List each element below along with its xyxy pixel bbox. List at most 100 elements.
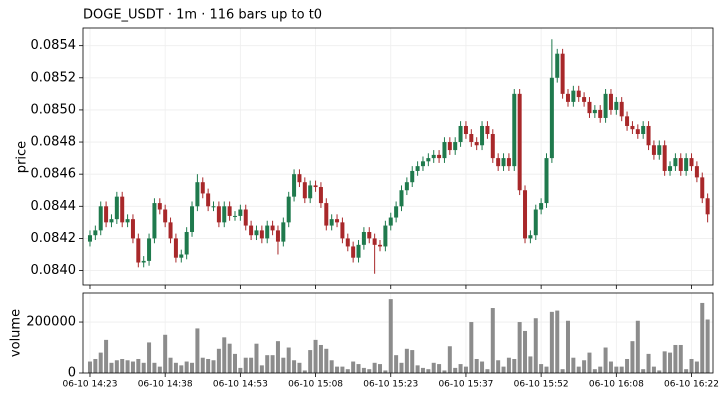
volume-bar (539, 364, 544, 373)
plot-frame (82, 292, 714, 374)
volume-bar (646, 353, 651, 373)
volume-bar (533, 318, 538, 373)
candle-body (614, 101, 619, 110)
candle-body (318, 187, 323, 204)
volume-bar (265, 355, 270, 373)
candle-body (635, 129, 640, 135)
volume-bar (442, 370, 447, 373)
volume-bar (340, 366, 345, 373)
volume-bar (114, 360, 119, 373)
candle-body (705, 198, 710, 215)
volume-bar (238, 367, 243, 373)
volume-bar (399, 362, 404, 373)
volume-bar (598, 366, 603, 373)
volume-bar (356, 364, 361, 373)
candle-body (163, 209, 168, 223)
y-tick-label: 0.0846 (31, 167, 77, 182)
volume-bar (195, 328, 200, 373)
candle-body (308, 185, 313, 199)
candle-body (184, 231, 189, 255)
volume-bar (324, 348, 329, 373)
volume-bar (125, 360, 130, 373)
volume-bar (297, 362, 302, 373)
candle-body (426, 158, 431, 162)
candle-body (292, 174, 297, 197)
candle-body (383, 225, 388, 247)
volume-bar (668, 352, 673, 373)
volume-bar (206, 358, 211, 373)
candle-body (265, 225, 270, 239)
candle-body (87, 235, 92, 242)
candle-body (517, 93, 522, 191)
volume-bar (367, 369, 372, 373)
volume-bar (608, 361, 613, 373)
candle-body (555, 53, 560, 78)
y-tick-label: 0.0850 (31, 102, 77, 117)
candle-body (528, 235, 533, 239)
candle-body (512, 93, 517, 167)
volume-bar (313, 339, 318, 373)
candle-body (608, 93, 613, 110)
volume-bar (104, 339, 109, 373)
volume-bar (528, 356, 533, 373)
candle-body (340, 222, 345, 239)
volume-bar (259, 365, 264, 373)
candle-body (141, 260, 146, 263)
y-tick-label: 0.0842 (31, 231, 77, 246)
candle-body (243, 209, 248, 226)
volume-bar (684, 369, 689, 373)
volume-bar (378, 364, 383, 373)
y-tick-label: 0 (68, 366, 76, 381)
candle-body (662, 145, 667, 171)
candle-body (157, 203, 162, 210)
x-tick-label: 06-10 14:53 (213, 380, 268, 390)
candle-body (684, 158, 689, 171)
candle-body (361, 231, 366, 245)
volume-bar (496, 360, 501, 373)
volume-bar (308, 350, 313, 373)
volume-bar (431, 362, 436, 373)
volume-bar (335, 366, 340, 373)
volume-bar (227, 343, 232, 373)
candle-body (206, 193, 211, 207)
candle-body (453, 142, 458, 151)
volume-bar (587, 352, 592, 373)
volume-bar (560, 369, 565, 373)
volume-bar (249, 357, 254, 373)
volume-bar (372, 362, 377, 373)
candle-body (98, 206, 103, 231)
volume-bar (168, 357, 173, 373)
candle-body (249, 225, 254, 236)
candle-body (410, 170, 415, 183)
candle-body (136, 238, 141, 263)
candle-body (302, 182, 307, 199)
candle-body (372, 238, 377, 245)
candle-body (625, 116, 630, 126)
candle-body (286, 196, 291, 223)
candle-body (324, 203, 329, 226)
volume-bar (404, 348, 409, 373)
volume-bar (345, 369, 350, 373)
volume-bar (689, 358, 694, 373)
volume-bar (120, 358, 125, 373)
volume-bar (152, 362, 157, 373)
candle-body (147, 238, 152, 261)
volume-bar (641, 369, 646, 373)
candle-body (404, 182, 409, 191)
volume-bar (243, 357, 248, 373)
candle-body (651, 145, 656, 155)
candle-body (227, 206, 232, 216)
candle-body (415, 166, 420, 171)
candle-body (329, 219, 334, 226)
y-tick-label: 0.0840 (31, 263, 77, 278)
volume-bar (630, 341, 635, 373)
volume-bar (157, 366, 162, 373)
volume-bar (485, 369, 490, 373)
volume-bar (275, 341, 280, 373)
volume-bar (200, 357, 205, 373)
candle-body (173, 238, 178, 258)
candle-body (313, 185, 318, 188)
plot-frame (82, 27, 714, 286)
volume-bar (463, 366, 468, 373)
